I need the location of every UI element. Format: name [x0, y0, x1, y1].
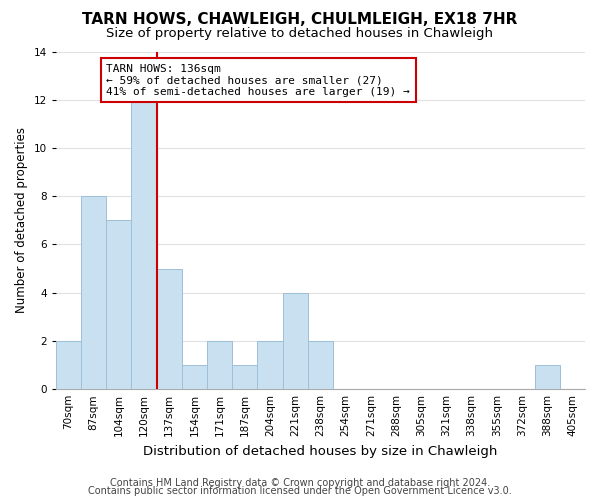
Bar [207, 341, 232, 389]
Bar [56, 341, 81, 389]
Bar [157, 268, 182, 389]
Bar [283, 292, 308, 389]
Text: TARN HOWS: 136sqm
← 59% of detached houses are smaller (27)
41% of semi-detached: TARN HOWS: 136sqm ← 59% of detached hous… [106, 64, 410, 97]
Bar [232, 365, 257, 389]
Text: Contains HM Land Registry data © Crown copyright and database right 2024.: Contains HM Land Registry data © Crown c… [110, 478, 490, 488]
Bar [257, 341, 283, 389]
Bar [535, 365, 560, 389]
X-axis label: Distribution of detached houses by size in Chawleigh: Distribution of detached houses by size … [143, 444, 497, 458]
Bar [182, 365, 207, 389]
Bar [131, 100, 157, 389]
Text: Size of property relative to detached houses in Chawleigh: Size of property relative to detached ho… [107, 28, 493, 40]
Bar [106, 220, 131, 389]
Bar [308, 341, 333, 389]
Y-axis label: Number of detached properties: Number of detached properties [15, 128, 28, 314]
Text: TARN HOWS, CHAWLEIGH, CHULMLEIGH, EX18 7HR: TARN HOWS, CHAWLEIGH, CHULMLEIGH, EX18 7… [82, 12, 518, 28]
Bar [81, 196, 106, 389]
Text: Contains public sector information licensed under the Open Government Licence v3: Contains public sector information licen… [88, 486, 512, 496]
